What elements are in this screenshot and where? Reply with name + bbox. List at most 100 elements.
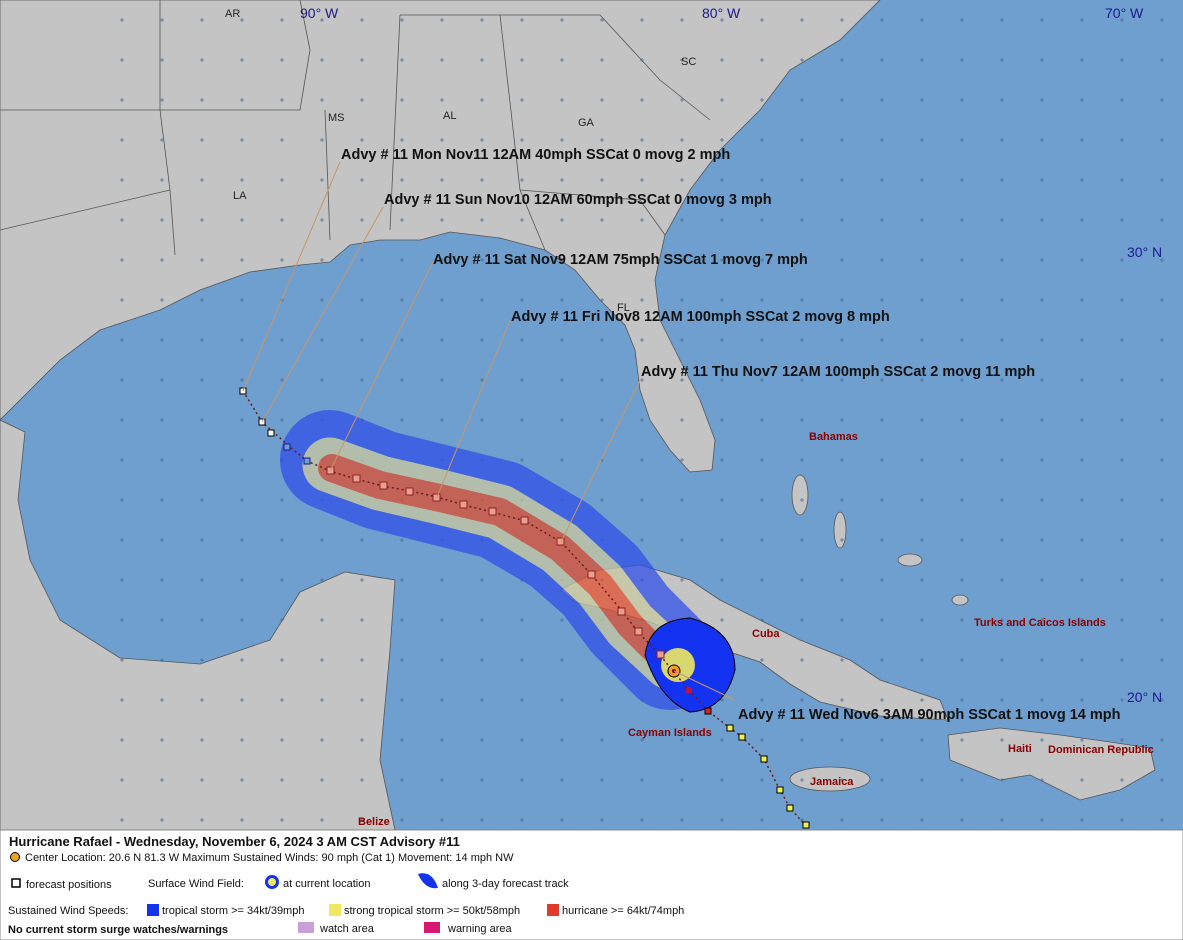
grid-cross (1120, 658, 1124, 662)
grid-cross (240, 58, 244, 62)
grid-cross (480, 218, 484, 222)
grid-cross (1000, 58, 1004, 62)
grid-cross (800, 178, 804, 182)
grid-crosses (120, 18, 1164, 822)
grid-cross (720, 218, 724, 222)
grid-cross (480, 178, 484, 182)
legend-text: at current location (283, 878, 370, 890)
grid-cross (680, 18, 684, 22)
grid-cross (440, 258, 444, 262)
grid-cross (1040, 178, 1044, 182)
grid-cross (1000, 618, 1004, 622)
grid-cross (1040, 218, 1044, 222)
legend-text: watch area (319, 923, 375, 935)
grid-cross (1040, 498, 1044, 502)
grid-cross (520, 298, 524, 302)
grid-cross (800, 538, 804, 542)
grid-cross (880, 378, 884, 382)
grid-cross (240, 458, 244, 462)
current-50kt (661, 648, 695, 682)
grid-cross (1040, 258, 1044, 262)
grid-cross (960, 338, 964, 342)
grid-cross (1080, 418, 1084, 422)
grid-cross (1120, 18, 1124, 22)
grid-cross (1160, 218, 1164, 222)
grid-cross (1160, 178, 1164, 182)
grid-cross (360, 138, 364, 142)
grid-cross (440, 98, 444, 102)
grid-cross (360, 218, 364, 222)
grid-cross (680, 58, 684, 62)
grid-cross (760, 538, 764, 542)
grid-cross (600, 698, 604, 702)
grid-cross (1120, 338, 1124, 342)
grid-cross (520, 458, 524, 462)
grid-cross (160, 18, 164, 22)
state-borders (0, 0, 711, 256)
legend-text: forecast positions (26, 879, 112, 891)
grid-cross (440, 578, 444, 582)
grid-cross (760, 218, 764, 222)
grid-cross (200, 778, 204, 782)
grid-cross (160, 618, 164, 622)
grid-cross (360, 578, 364, 582)
grid-cross (960, 738, 964, 742)
grid-cross (840, 298, 844, 302)
grid-cross (960, 658, 964, 662)
grid-cross (160, 418, 164, 422)
grid-cross (760, 578, 764, 582)
grid-cross (1040, 98, 1044, 102)
grid-cross (800, 418, 804, 422)
grid-cross (880, 98, 884, 102)
grid-cross (120, 778, 124, 782)
grid-cross (480, 18, 484, 22)
grid-cross (360, 378, 364, 382)
grid-cross (400, 618, 404, 622)
grid-cross (840, 338, 844, 342)
grid-cross (200, 58, 204, 62)
grid-cross (800, 778, 804, 782)
swatch (147, 904, 159, 916)
grid-cross (400, 418, 404, 422)
grid-cross (160, 58, 164, 62)
grid-cross (560, 618, 564, 622)
grid-cross (120, 698, 124, 702)
grid-cross (240, 538, 244, 542)
grid-cross (120, 458, 124, 462)
grid-cross (1000, 738, 1004, 742)
grid-cross (800, 138, 804, 142)
grid-cross (1040, 138, 1044, 142)
grid-cross (440, 218, 444, 222)
grid-cross (360, 298, 364, 302)
grid-cross (320, 178, 324, 182)
grid-cross (640, 98, 644, 102)
grid-cross (480, 698, 484, 702)
track-icon (418, 873, 438, 889)
grid-cross (920, 218, 924, 222)
grid-cross (200, 138, 204, 142)
grid-cross (640, 498, 644, 502)
grid-cross (320, 578, 324, 582)
grid-cross (640, 738, 644, 742)
grid-cross (600, 138, 604, 142)
grid-cross (440, 138, 444, 142)
grid-cross (1000, 658, 1004, 662)
grid-cross (760, 378, 764, 382)
grid-cross (1080, 498, 1084, 502)
grid-cross (640, 58, 644, 62)
grid-cross (320, 338, 324, 342)
grid-cross (360, 338, 364, 342)
grid-cross (1120, 818, 1124, 822)
grid-cross (600, 178, 604, 182)
grid-cross (920, 578, 924, 582)
grid-cross (440, 658, 444, 662)
grid-cross (520, 58, 524, 62)
grid-cross (480, 578, 484, 582)
grid-cross (160, 378, 164, 382)
grid-cross (600, 738, 604, 742)
grid-cross (480, 378, 484, 382)
grid-cross (120, 98, 124, 102)
grid-cross (1000, 498, 1004, 502)
grid-cross (880, 738, 884, 742)
grid-cross (1040, 738, 1044, 742)
